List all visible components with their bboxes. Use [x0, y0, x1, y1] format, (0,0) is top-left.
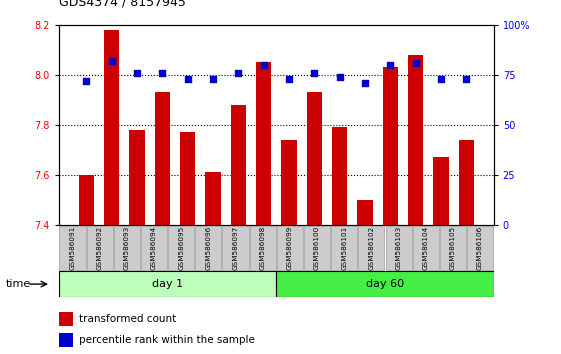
Text: GSM586106: GSM586106 — [477, 226, 483, 270]
Text: GSM586095: GSM586095 — [178, 226, 184, 270]
Point — [361, 80, 370, 86]
FancyBboxPatch shape — [440, 226, 466, 270]
Point — [284, 76, 293, 82]
Text: GSM586091: GSM586091 — [70, 226, 76, 270]
Bar — [79, 175, 94, 225]
Bar — [282, 140, 297, 225]
Point — [436, 76, 445, 82]
Text: GSM586096: GSM586096 — [205, 226, 211, 270]
Bar — [59, 271, 276, 297]
Point — [386, 62, 395, 68]
Bar — [256, 62, 271, 225]
Text: GSM586103: GSM586103 — [396, 226, 402, 270]
Bar — [357, 200, 373, 225]
Point — [462, 76, 471, 82]
FancyBboxPatch shape — [385, 226, 412, 270]
Text: GSM586102: GSM586102 — [369, 226, 374, 270]
FancyBboxPatch shape — [59, 226, 85, 270]
Text: GDS4374 / 8157945: GDS4374 / 8157945 — [59, 0, 186, 9]
FancyBboxPatch shape — [467, 226, 493, 270]
Bar — [180, 132, 195, 225]
Point — [234, 70, 243, 76]
Text: GSM586092: GSM586092 — [96, 226, 103, 270]
FancyBboxPatch shape — [86, 226, 113, 270]
Bar — [307, 92, 322, 225]
Bar — [205, 172, 220, 225]
FancyBboxPatch shape — [358, 226, 384, 270]
Point — [158, 70, 167, 76]
Text: day 60: day 60 — [366, 279, 404, 289]
Text: transformed count: transformed count — [79, 314, 176, 324]
Text: GSM586094: GSM586094 — [151, 226, 157, 270]
Text: GSM586098: GSM586098 — [260, 226, 266, 270]
FancyBboxPatch shape — [331, 226, 357, 270]
FancyBboxPatch shape — [195, 226, 222, 270]
Point — [259, 62, 268, 68]
Point — [183, 76, 192, 82]
Bar — [383, 67, 398, 225]
FancyBboxPatch shape — [168, 226, 194, 270]
Text: GSM586097: GSM586097 — [232, 226, 238, 270]
Bar — [276, 271, 494, 297]
Text: GSM586100: GSM586100 — [314, 226, 320, 270]
Point — [310, 70, 319, 76]
Bar — [434, 157, 449, 225]
FancyBboxPatch shape — [141, 226, 167, 270]
FancyBboxPatch shape — [250, 226, 276, 270]
FancyBboxPatch shape — [413, 226, 439, 270]
Text: percentile rank within the sample: percentile rank within the sample — [79, 335, 255, 345]
Text: GSM586099: GSM586099 — [287, 226, 293, 270]
Point — [107, 58, 116, 64]
FancyBboxPatch shape — [223, 226, 249, 270]
Bar — [408, 55, 423, 225]
Point — [209, 76, 218, 82]
Bar — [231, 105, 246, 225]
Text: GSM586101: GSM586101 — [341, 226, 347, 270]
Bar — [332, 127, 347, 225]
Bar — [104, 30, 119, 225]
Point — [82, 78, 91, 84]
Point — [411, 60, 420, 65]
Text: GSM586104: GSM586104 — [423, 226, 429, 270]
FancyBboxPatch shape — [277, 226, 303, 270]
FancyBboxPatch shape — [304, 226, 330, 270]
Point — [132, 70, 141, 76]
FancyBboxPatch shape — [114, 226, 140, 270]
Text: GSM586105: GSM586105 — [450, 226, 456, 270]
Bar — [459, 140, 474, 225]
Text: time: time — [6, 279, 31, 289]
Bar — [155, 92, 170, 225]
Text: GSM586093: GSM586093 — [124, 226, 130, 270]
Bar — [130, 130, 145, 225]
Text: day 1: day 1 — [152, 279, 183, 289]
Point — [335, 74, 344, 80]
